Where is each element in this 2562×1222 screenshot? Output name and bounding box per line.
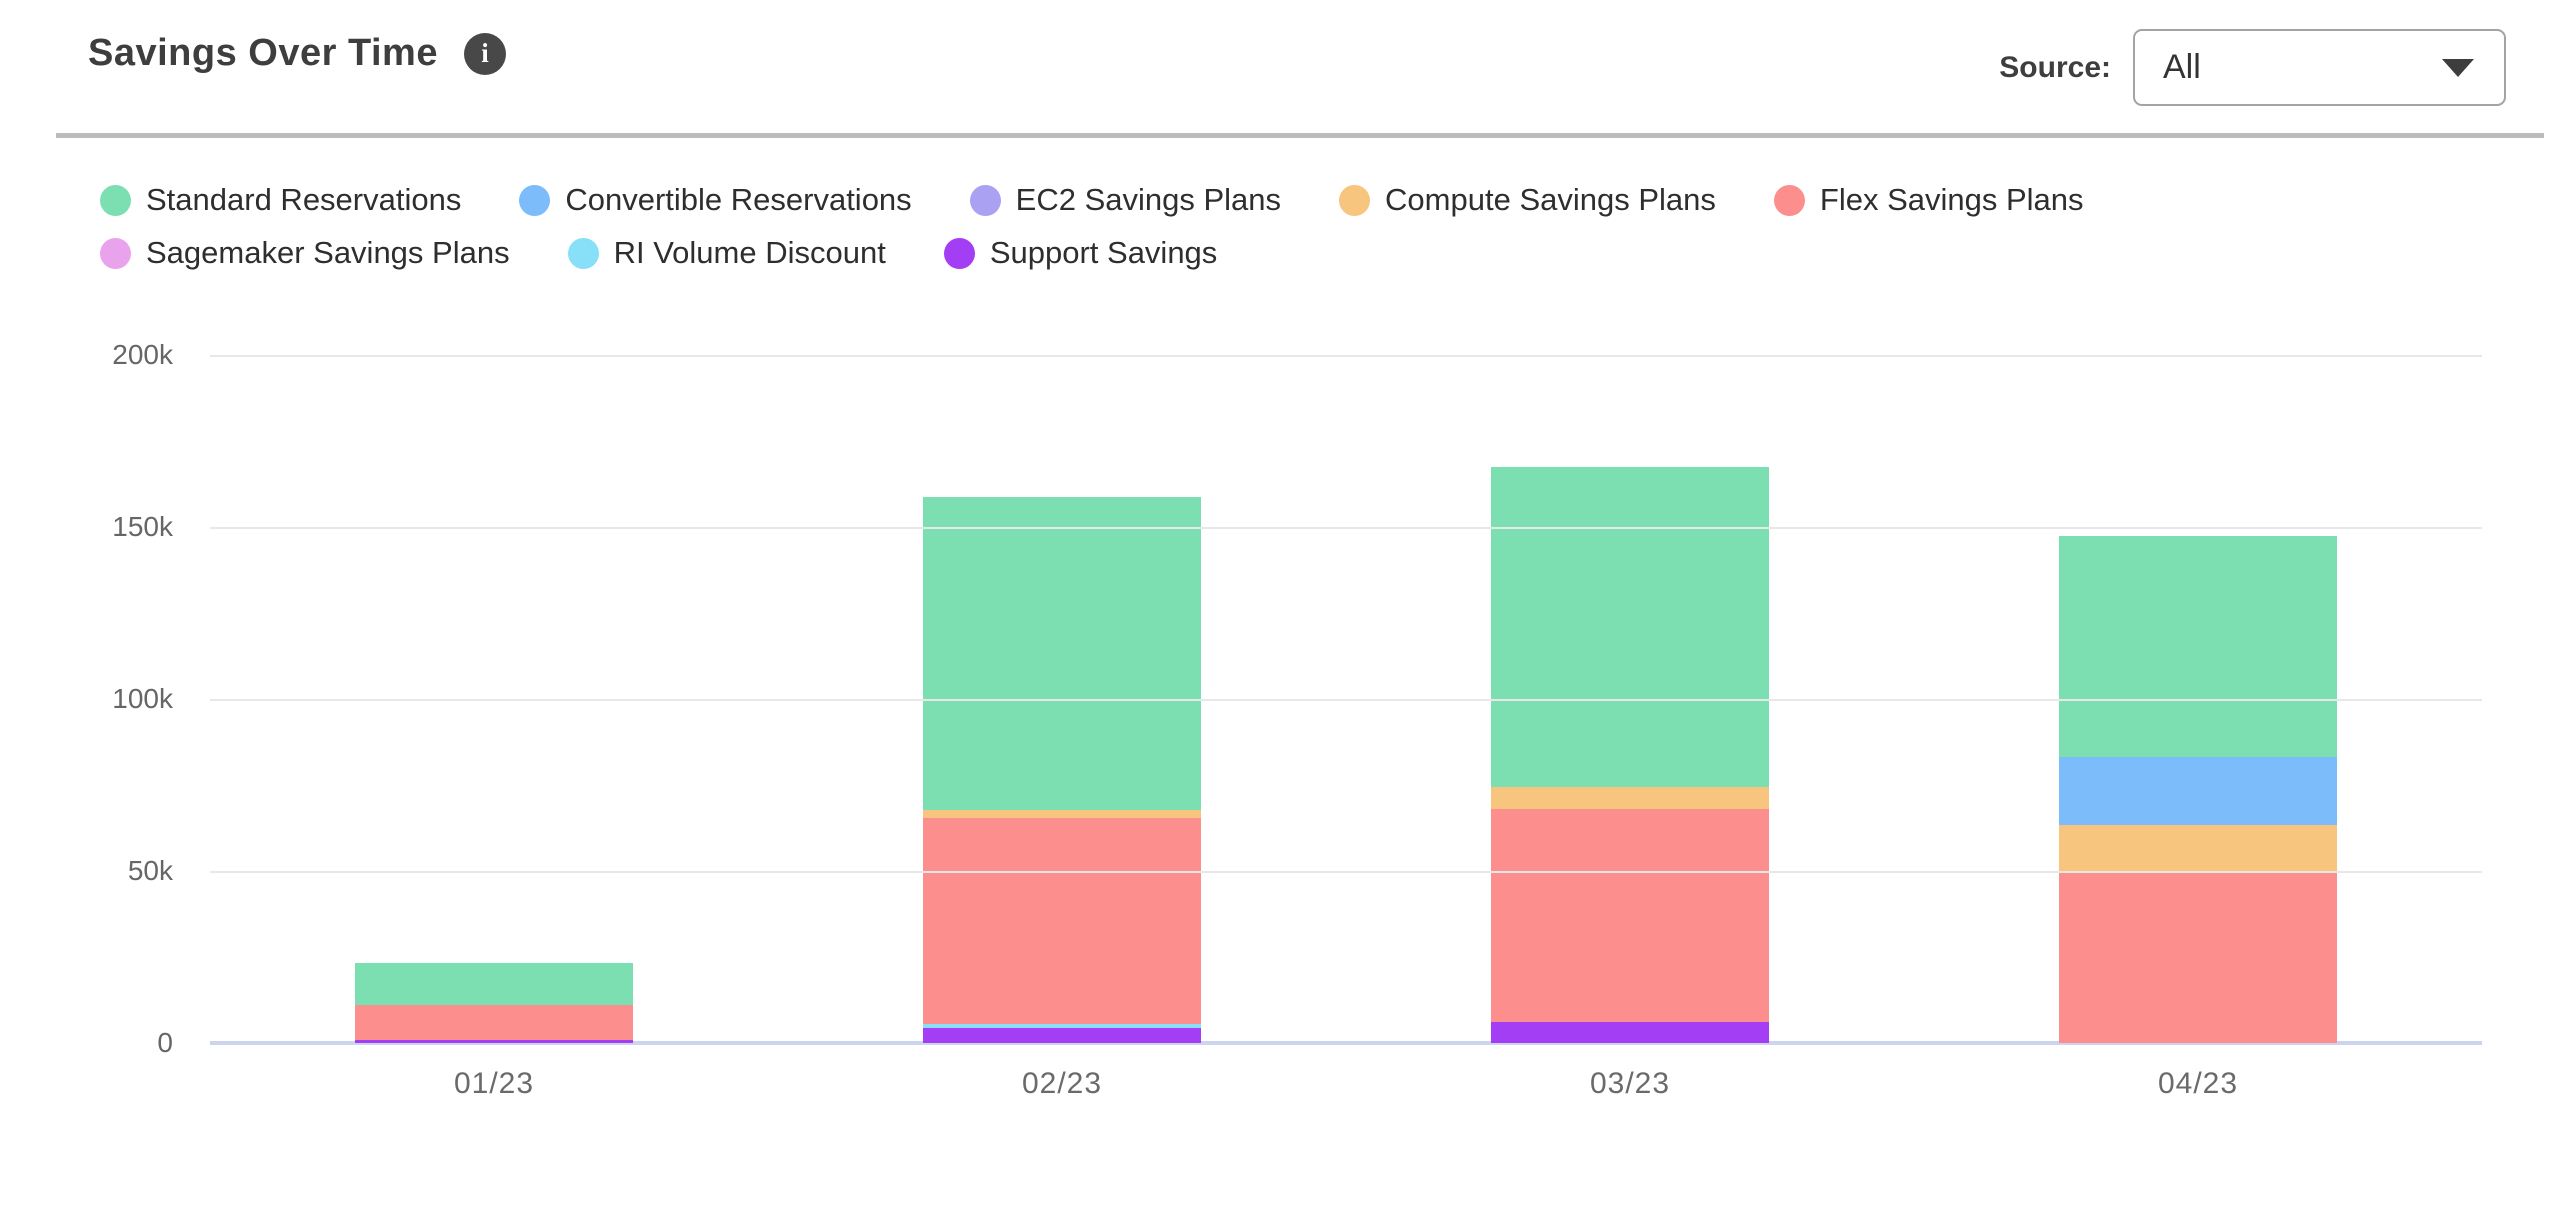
legend-label: Compute Savings Plans — [1385, 182, 1716, 217]
bar-segment-support-savings[interactable] — [922, 1027, 1202, 1043]
legend-item-ri-volume-discount[interactable]: RI Volume Discount — [567, 235, 886, 271]
legend-dot-ec2-savings-plans — [969, 184, 1001, 216]
legend-dot-support-savings — [943, 237, 975, 269]
gridline — [210, 871, 2482, 873]
legend-item-standard-reservations[interactable]: Standard Reservations — [100, 182, 461, 218]
bar-03-23[interactable] — [1490, 466, 1770, 1043]
legend-label: RI Volume Discount — [613, 235, 886, 270]
source-label: Source: — [1999, 50, 2111, 84]
source-select-value: All — [2163, 48, 2201, 86]
legend-label: Sagemaker Savings Plans — [146, 235, 510, 270]
bar-slot-01-23 — [210, 355, 778, 1043]
source-group: Source: All — [1999, 29, 2506, 106]
bar-segment-standard-reservations[interactable] — [2058, 536, 2338, 758]
legend-item-support-savings[interactable]: Support Savings — [943, 235, 1218, 271]
x-tick-label: 02/23 — [1021, 1067, 1103, 1100]
info-icon[interactable]: i — [463, 32, 506, 75]
header: Savings Over Time i Source: All — [0, 0, 2562, 106]
legend-item-compute-savings-plans[interactable]: Compute Savings Plans — [1339, 182, 1716, 218]
y-tick-label: 100k — [112, 683, 173, 714]
x-axis-labels: 01/23 02/23 03/23 04/23 — [0, 1067, 2562, 1101]
bar-segment-compute-savings-plans[interactable] — [2058, 824, 2338, 873]
bar-slot-03-23 — [1346, 355, 1914, 1043]
legend-label: EC2 Savings Plans — [1015, 182, 1282, 217]
y-axis-labels: 200k 150k 100k 50k 0 — [0, 339, 173, 1058]
bar-slot-04-23 — [1914, 355, 2482, 1043]
x-tick-label: 03/23 — [1589, 1067, 1671, 1100]
legend-item-ec2-savings-plans[interactable]: EC2 Savings Plans — [969, 182, 1282, 218]
bar-segment-standard-reservations[interactable] — [354, 962, 634, 1005]
header-divider — [56, 133, 2544, 138]
legend-dot-standard-reservations — [100, 184, 131, 216]
legend-dot-ri-volume-discount — [567, 237, 599, 269]
bars-container — [210, 355, 2482, 1043]
gridline — [210, 355, 2482, 357]
legend-label: Standard Reservations — [146, 182, 462, 217]
x-tick-label: 01/23 — [453, 1067, 535, 1100]
y-tick-label: 200k — [112, 339, 173, 370]
bar-02-23[interactable] — [922, 497, 1202, 1043]
x-tick-label: 04/23 — [2157, 1067, 2239, 1100]
gridline — [210, 699, 2482, 701]
bar-04-23[interactable] — [2058, 536, 2338, 1043]
gridline — [210, 527, 2482, 529]
legend-item-flex-savings-plans[interactable]: Flex Savings Plans — [1773, 182, 2084, 218]
bar-segment-flex-savings-plans[interactable] — [2058, 872, 2338, 1043]
page-title: Savings Over Time — [88, 32, 438, 74]
y-tick-label: 150k — [112, 511, 173, 542]
bar-segment-convertible-reservations[interactable] — [2058, 757, 2338, 825]
legend-label: Flex Savings Plans — [1819, 182, 2084, 217]
bar-segment-flex-savings-plans[interactable] — [922, 818, 1202, 1025]
legend-dot-compute-savings-plans — [1339, 184, 1371, 216]
plot-area — [210, 355, 2482, 1045]
bar-segment-ri-volume-discount[interactable] — [922, 1024, 1202, 1028]
legend-dot-flex-savings-plans — [1773, 184, 1805, 216]
bar-segment-standard-reservations[interactable] — [1490, 466, 1770, 788]
bar-slot-02-23 — [778, 355, 1346, 1043]
chart-area: 200k 150k 100k 50k 0 — [0, 339, 2562, 1058]
bar-segment-flex-savings-plans[interactable] — [354, 1004, 634, 1040]
source-select[interactable]: All — [2133, 29, 2506, 106]
bar-01-23[interactable] — [354, 962, 634, 1043]
chevron-down-icon — [2442, 58, 2474, 77]
title-group: Savings Over Time i — [88, 32, 506, 75]
bar-segment-compute-savings-plans[interactable] — [922, 810, 1202, 819]
legend-label: Convertible Reservations — [565, 182, 912, 217]
x-axis-line — [210, 1041, 2482, 1045]
bar-segment-standard-reservations[interactable] — [922, 497, 1202, 811]
legend-item-convertible-reservations[interactable]: Convertible Reservations — [519, 182, 912, 218]
y-tick-label: 0 — [157, 1027, 173, 1058]
legend-dot-convertible-reservations — [519, 184, 551, 216]
bar-segment-support-savings[interactable] — [354, 1039, 634, 1043]
y-tick-label: 50k — [127, 855, 173, 886]
chart-legend: Standard Reservations Convertible Reserva… — [100, 182, 2300, 271]
bar-segment-compute-savings-plans[interactable] — [1490, 787, 1770, 810]
legend-label: Support Savings — [989, 235, 1218, 270]
legend-item-sagemaker-savings-plans[interactable]: Sagemaker Savings Plans — [100, 235, 510, 271]
bar-segment-support-savings[interactable] — [1490, 1022, 1770, 1043]
legend-dot-sagemaker-savings-plans — [100, 237, 131, 269]
bar-segment-flex-savings-plans[interactable] — [1490, 809, 1770, 1023]
